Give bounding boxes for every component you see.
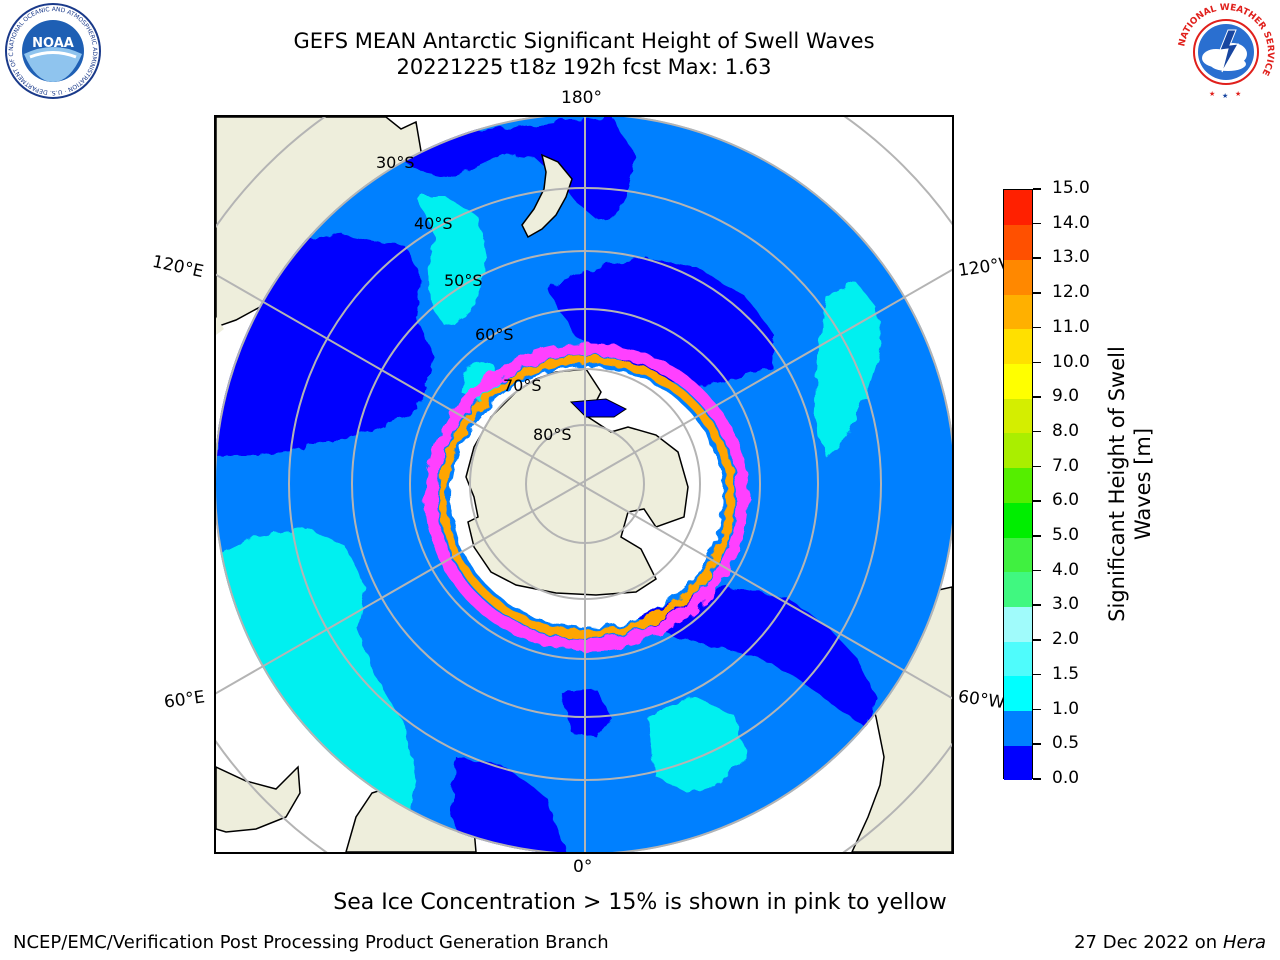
colorbar-tick-label: 8.0 xyxy=(1052,420,1080,441)
colorbar-tick-label: 9.0 xyxy=(1052,386,1080,407)
date-text: 27 Dec 2022 on xyxy=(1074,932,1218,953)
lat-label-50s: 50°S xyxy=(444,271,483,290)
svg-text:★: ★ xyxy=(1222,92,1228,100)
colorbar-tick-mark xyxy=(1033,222,1041,225)
chart-title-line2: 20221225 t18z 192h fcst Max: 1.63 xyxy=(396,55,772,79)
lon-label-60w: 60°W xyxy=(956,686,1007,714)
colorbar-segment xyxy=(1004,641,1032,677)
nws-logo: NATIONAL WEATHER SERVICE ★ ★ ★ xyxy=(1177,3,1275,100)
colorbar-tick-label: 7.0 xyxy=(1052,455,1080,476)
colorbar-tick-label: 5.0 xyxy=(1052,525,1080,546)
colorbar-tick-mark xyxy=(1033,743,1041,745)
colorbar-tick-label: 0.5 xyxy=(1052,733,1080,754)
credit-text: NCEP/EMC/Verification Post Processing Pr… xyxy=(13,932,609,953)
noaa-logo: NATIONAL OCEANIC AND ATMOSPHERIC ADMINIS… xyxy=(4,2,101,99)
lat-label-40s: 40°S xyxy=(414,214,453,233)
colorbar-segment xyxy=(1004,224,1032,260)
colorbar-label-line1: Significant Height of Swell xyxy=(1105,346,1129,622)
colorbar-tick-label: 15.0 xyxy=(1052,178,1090,198)
svg-text:★: ★ xyxy=(1235,90,1241,98)
colorbar-tick-mark xyxy=(1033,257,1041,259)
lat-label-80s: 80°S xyxy=(533,425,572,444)
colorbar-segment xyxy=(1004,502,1032,538)
colorbar-tick-label: 10.0 xyxy=(1052,351,1090,372)
colorbar-tick-label: 1.0 xyxy=(1052,698,1080,719)
colorbar-tick-mark xyxy=(1033,326,1041,329)
graticule xyxy=(216,117,952,852)
lon-label-180: 180° xyxy=(561,88,602,108)
colorbar-tick-mark xyxy=(1033,465,1041,468)
colorbar-tick-mark xyxy=(1033,500,1041,502)
colorbar-tick-mark xyxy=(1033,396,1041,398)
colorbar-tick-mark xyxy=(1033,673,1041,676)
colorbar-tick-label: 6.0 xyxy=(1052,490,1080,511)
colorbar-tick-mark xyxy=(1033,361,1041,364)
colorbar-tick-label: 2.0 xyxy=(1052,629,1080,650)
colorbar-segment xyxy=(1004,259,1032,295)
lat-label-70s: 70°S xyxy=(503,376,542,395)
colorbar-segment xyxy=(1004,710,1032,746)
colorbar-tick-mark xyxy=(1033,535,1041,537)
lon-label-60e: 60°E xyxy=(162,687,207,713)
colorbar-segment xyxy=(1004,571,1032,607)
colorbar-segment xyxy=(1004,606,1032,642)
colorbar-label: Significant Height of Swell Waves [m] xyxy=(1104,274,1156,694)
colorbar-segment xyxy=(1004,328,1032,365)
colorbar-tick-label: 0.0 xyxy=(1052,768,1080,788)
lon-label-0: 0° xyxy=(573,857,593,877)
lat-label-30s: 30°S xyxy=(376,153,415,172)
colorbar-tick-label: 13.0 xyxy=(1052,247,1090,268)
colorbar-tick-mark xyxy=(1033,708,1041,711)
colorbar-segment xyxy=(1004,745,1032,781)
colorbar-tick-label: 3.0 xyxy=(1052,594,1080,615)
colorbar-tick-mark xyxy=(1033,778,1041,780)
colorbar-segment xyxy=(1004,363,1032,399)
colorbar-tick-mark xyxy=(1033,292,1041,294)
colorbar xyxy=(1003,189,1033,781)
colorbar-tick-label: 11.0 xyxy=(1052,316,1090,337)
colorbar-tick-label: 14.0 xyxy=(1052,212,1090,233)
date-stamp: 27 Dec 2022 on Hera xyxy=(1074,932,1266,953)
colorbar-segment xyxy=(1004,467,1032,503)
colorbar-segment xyxy=(1004,294,1032,330)
colorbar-segment xyxy=(1004,537,1032,573)
lon-label-120e: 120°E xyxy=(150,251,206,283)
colorbar-tick-label: 4.0 xyxy=(1052,559,1080,580)
colorbar-segment xyxy=(1004,190,1032,226)
colorbar-tick-mark xyxy=(1033,430,1041,433)
colorbar-label-line2: Waves [m] xyxy=(1131,427,1155,541)
noaa-logo-text: NOAA xyxy=(32,36,74,51)
colorbar-tick-mark xyxy=(1033,639,1041,641)
new-zealand xyxy=(521,153,573,239)
polar-map xyxy=(216,117,952,852)
colorbar-tick-label: 12.0 xyxy=(1052,282,1090,303)
date-host: Hera xyxy=(1222,932,1266,953)
colorbar-tick-mark xyxy=(1033,569,1041,572)
colorbar-segment xyxy=(1004,398,1032,434)
lat-label-60s: 60°S xyxy=(475,325,514,344)
map-panel xyxy=(214,115,954,854)
colorbar-tick-mark xyxy=(1033,188,1041,190)
sea-ice-note: Sea Ice Concentration > 15% is shown in … xyxy=(333,890,947,915)
colorbar-tick-mark xyxy=(1033,604,1041,606)
svg-text:★: ★ xyxy=(1209,90,1215,98)
colorbar-segment xyxy=(1004,432,1032,469)
colorbar-tick-label: 1.5 xyxy=(1052,663,1080,684)
chart-title-line1: GEFS MEAN Antarctic Significant Height o… xyxy=(293,29,875,53)
colorbar-segment xyxy=(1004,675,1032,712)
